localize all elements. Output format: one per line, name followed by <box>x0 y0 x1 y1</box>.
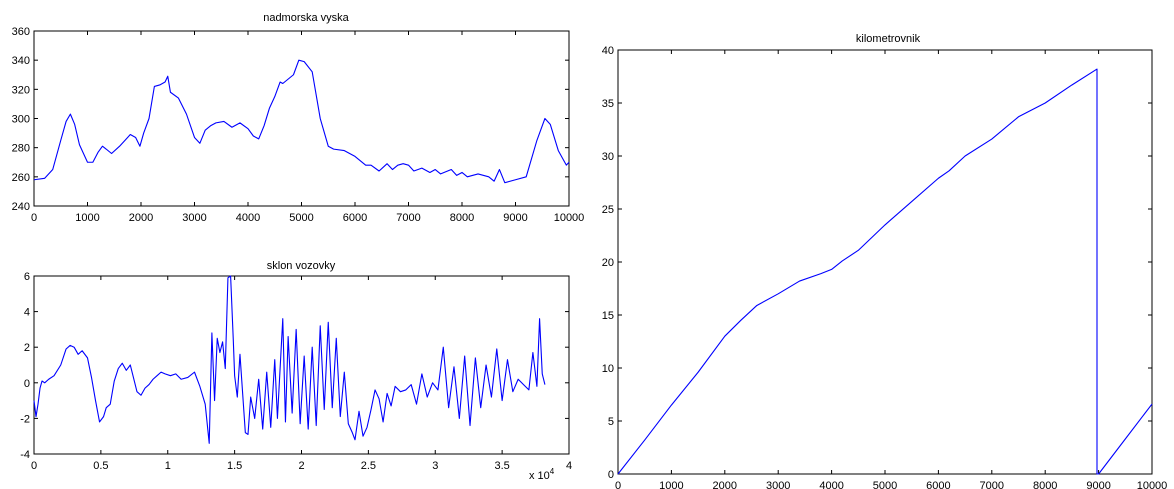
x-tick-label: 10000 <box>1137 480 1168 489</box>
x-tick-label: 6000 <box>926 480 950 489</box>
x-tick-label: 3 <box>432 460 438 472</box>
chart-title-elevation: nadmorska vyska <box>263 12 349 24</box>
x-tick-label: 3.5 <box>494 460 509 472</box>
x-tick-label: 4000 <box>819 480 843 489</box>
chart-title-slope: sklon vozovky <box>267 260 336 272</box>
x-tick-label: 1000 <box>75 212 99 224</box>
y-tick-label: -2 <box>20 413 30 425</box>
y-tick-label: 240 <box>12 201 30 213</box>
y-tick-label: 35 <box>602 98 614 110</box>
chart-kilometrovnik: kilometrovnik 0 1000 2000 3000 4000 5000 6000 7… <box>602 33 1168 489</box>
x-tick-label: 1.5 <box>227 460 242 472</box>
y-tick-label: 5 <box>608 416 614 428</box>
y-tick-label: 20 <box>602 257 614 269</box>
x-tick-label: 4000 <box>236 212 260 224</box>
x-multiplier-exponent: 4 <box>550 467 555 476</box>
x-tick-label: 2.5 <box>361 460 376 472</box>
x-tick-label: 3000 <box>766 480 790 489</box>
x-tick-label: 8000 <box>450 212 474 224</box>
y-tick-label: 40 <box>602 45 614 57</box>
y-tick-label: 300 <box>12 114 30 126</box>
y-tick-label: 320 <box>12 84 30 96</box>
y-tick-label: 2 <box>24 342 30 354</box>
x-tick-label: 7000 <box>396 212 420 224</box>
y-tick-label: -4 <box>20 449 30 461</box>
x-tick-label: 2000 <box>713 480 737 489</box>
x-tick-label: 0.5 <box>93 460 108 472</box>
plot-frame-kilometrovnik <box>617 49 1153 475</box>
y-tick-label: 0 <box>608 469 614 481</box>
x-tick-label: 5000 <box>873 480 897 489</box>
x-tick-label: 8000 <box>1033 480 1057 489</box>
y-tick-label: 4 <box>24 307 30 319</box>
y-tick-label: 30 <box>602 151 614 163</box>
y-tick-label: 0 <box>24 378 30 390</box>
y-tick-label: 260 <box>12 172 30 184</box>
x-tick-label: 9000 <box>503 212 527 224</box>
x-multiplier-label: x 104 <box>529 467 555 482</box>
plot-frame-elevation <box>33 30 570 207</box>
x-tick-label: 2000 <box>129 212 153 224</box>
x-tick-label: 1000 <box>659 480 683 489</box>
x-tick-label: 1 <box>165 460 171 472</box>
y-tick-label: 6 <box>24 271 30 283</box>
x-tick-label: 0 <box>31 212 37 224</box>
x-tick-label: 4 <box>566 460 572 472</box>
y-tick-label: 10 <box>602 363 614 375</box>
series-line-elevation <box>33 59 570 184</box>
plot-frame-slope <box>33 275 570 455</box>
x-tick-label: 10000 <box>554 212 585 224</box>
x-tick-label: 2 <box>298 460 304 472</box>
x-tick-label: 0 <box>615 480 621 489</box>
chart-elevation: nadmorska vyska 0 1000 2000 3000 4000 5000 600… <box>12 12 585 224</box>
x-tick-label: 5000 <box>289 212 313 224</box>
y-tick-label: 15 <box>602 310 614 322</box>
y-tick-label: 340 <box>12 55 30 67</box>
chart-title-kilometrovnik: kilometrovnik <box>856 33 921 45</box>
chart-slope: sklon vozovky 0 0.5 1 1.5 2 2.5 3 3.5 4-4-20246 … <box>20 260 572 482</box>
x-tick-label: 3000 <box>182 212 206 224</box>
x-tick-label: 6000 <box>343 212 367 224</box>
x-tick-label: 0 <box>31 460 37 472</box>
y-tick-label: 360 <box>12 26 30 38</box>
x-tick-label: 9000 <box>1086 480 1110 489</box>
series-line-slope <box>33 275 546 444</box>
x-multiplier-base: x 10 <box>529 470 550 482</box>
x-tick-label: 7000 <box>980 480 1004 489</box>
y-tick-label: 280 <box>12 143 30 155</box>
series-line-kilometrovnik <box>617 68 1153 475</box>
y-tick-label: 25 <box>602 204 614 216</box>
